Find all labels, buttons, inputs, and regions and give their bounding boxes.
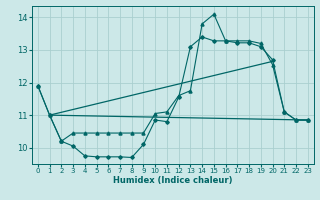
X-axis label: Humidex (Indice chaleur): Humidex (Indice chaleur): [113, 176, 233, 185]
